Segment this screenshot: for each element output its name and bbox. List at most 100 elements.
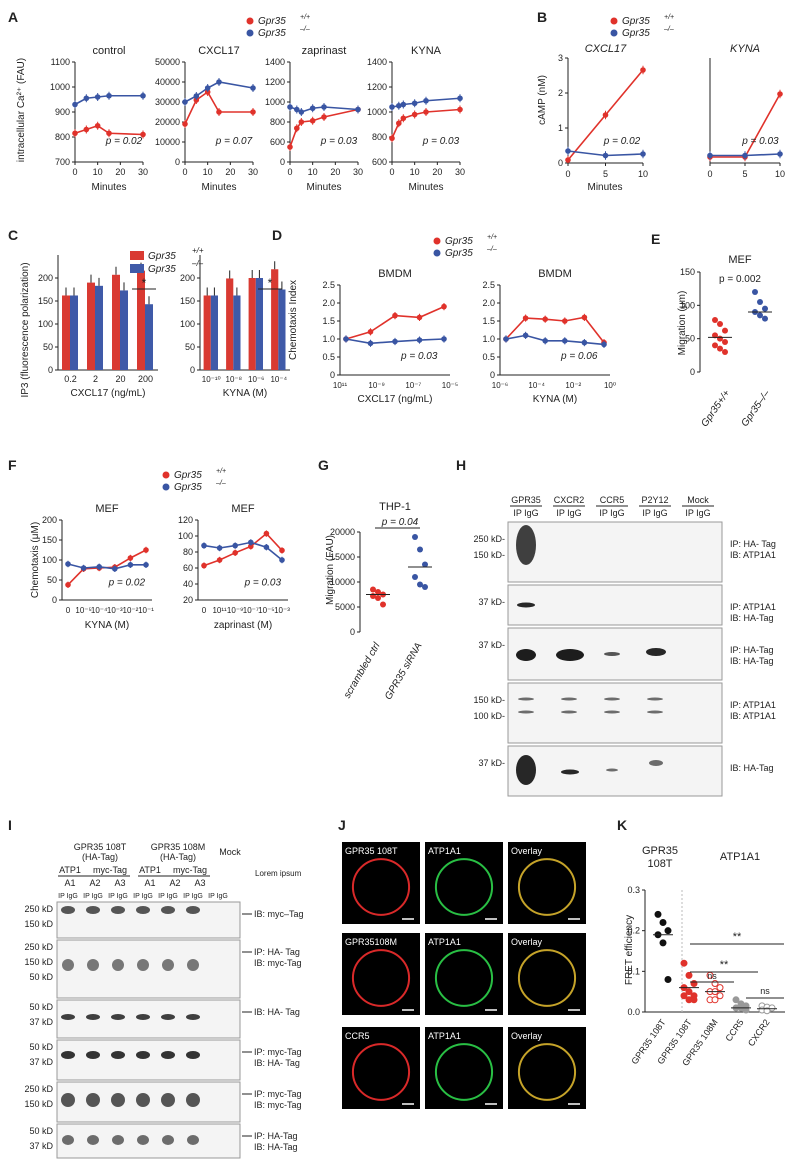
i-band [62, 959, 74, 971]
y-tick-label: 200 [38, 273, 53, 283]
data-point [287, 144, 293, 150]
x-tick-label: 20 [330, 167, 340, 177]
i-lane-sub: IP IgG [208, 893, 228, 900]
x-tick-label: 10⁻¹⁰ [202, 375, 221, 384]
bar-wt [112, 274, 120, 370]
bar-ko [95, 285, 103, 370]
y-tick-label: 2.5 [482, 280, 495, 290]
x-tick-label: 5 [603, 169, 608, 179]
data-point [581, 314, 588, 321]
y-tick-label: 0.0 [627, 1007, 640, 1017]
x-tick-label: 10¹¹ [212, 606, 227, 615]
y-tick-label: 50 [43, 342, 53, 352]
d-ylabel: Chemotaxis Index [288, 280, 299, 360]
cell-outline [434, 1043, 494, 1101]
h-lane-label: GPR35 [511, 495, 541, 505]
data-point [375, 595, 381, 601]
x-tick-label: 10⁻³ [107, 606, 123, 615]
j-image-label: GPR35108M [345, 937, 397, 947]
i-band [186, 906, 200, 914]
data-point [654, 910, 662, 918]
i-group-sub: (HA-Tag) [160, 852, 196, 862]
x-tick-label: 10⁻⁴ [528, 381, 545, 390]
i-band [187, 1135, 199, 1145]
data-point [216, 557, 223, 563]
data-point [140, 92, 146, 99]
f-xlabel: zaprinast (M) [214, 620, 272, 631]
data-point [232, 542, 238, 549]
data-point [659, 919, 667, 927]
data-point [763, 1007, 771, 1015]
y-tick-label: 120 [178, 515, 193, 525]
data-point [279, 547, 285, 554]
sig-star: * [142, 276, 147, 290]
data-point [298, 119, 305, 125]
y-tick-label: 0 [330, 370, 335, 380]
p-value: p = 0.03 [422, 136, 460, 147]
c-ylabel: IP3 (fluorescence polarization) [20, 262, 31, 397]
y-tick-label: 20000 [330, 527, 355, 537]
micrograph-1-1 [425, 933, 503, 1015]
i-sub-label: myc-Tag [93, 865, 127, 875]
h-band [604, 652, 620, 656]
h-marker: 37 kD- [478, 640, 505, 650]
data-point [321, 104, 327, 110]
data-point [400, 101, 407, 108]
x-tick-label: 10⁻⁷ [243, 606, 259, 615]
y-tick-label: 1000 [265, 97, 285, 107]
j-image-label: Overlay [511, 846, 543, 856]
i-band [111, 1051, 125, 1059]
y-tick-label: 1100 [51, 57, 70, 67]
data-point [250, 85, 256, 91]
data-point [392, 312, 398, 319]
x-tick-label: 20 [432, 167, 442, 177]
h-lane-label: P2Y12 [641, 495, 668, 505]
bar-wt [137, 270, 145, 370]
j-image-label: Overlay [511, 937, 543, 947]
h-band [517, 602, 535, 608]
y-tick-label: 10000 [330, 577, 355, 587]
data-point [742, 1006, 750, 1014]
y-tick-label: 2.0 [322, 298, 335, 308]
panel-letter-H: H [456, 457, 466, 473]
bar-ko [278, 289, 286, 370]
data-point [287, 104, 293, 110]
x-tick-label: 10⁻⁴ [270, 375, 287, 384]
i-mock-label: Mock [219, 847, 241, 857]
y-tick-label: 50000 [155, 57, 180, 67]
data-point [248, 543, 254, 550]
bar-ko [255, 278, 263, 370]
k-ylabel: FRET efficiency [624, 915, 635, 985]
x-tick-label: 10⁻⁷ [405, 381, 421, 390]
x-tick-label: 20 [115, 374, 125, 384]
data-point [309, 105, 316, 112]
x-tick-label: 10⁻³ [274, 606, 290, 615]
data-point [777, 151, 783, 157]
y-tick-label: 0.2 [627, 926, 640, 936]
micrograph-2-1 [425, 1027, 503, 1109]
cell-outline [517, 858, 577, 916]
y-tick-label: 200 [42, 515, 57, 525]
h-row-label: IP: HA-Tag [730, 645, 774, 655]
data-point [72, 130, 78, 137]
data-point [722, 339, 728, 345]
i-band [86, 906, 100, 914]
plot-title: BMDM [378, 268, 412, 280]
micrograph-0-1 [425, 842, 503, 924]
a-ylabel: intracellular Ca²⁺ (FAU) [16, 58, 27, 162]
panel-letter-A: A [8, 9, 18, 25]
p-value: p = 0.03 [244, 578, 282, 589]
data-point [182, 99, 188, 105]
i-lane-label: A2 [169, 878, 180, 888]
panel-letter-F: F [8, 457, 17, 473]
y-tick-label: 60 [183, 563, 193, 573]
data-point [263, 544, 270, 550]
data-point [457, 95, 463, 102]
data-point [216, 79, 222, 85]
legend-sup-wt: +/+ [216, 468, 226, 475]
i-marker: 250 kD [24, 1084, 53, 1094]
data-point [602, 112, 609, 118]
legend-sup-wt: +/+ [192, 246, 204, 255]
x-tick-label: 30 [455, 167, 465, 177]
bar-ko [145, 304, 153, 370]
